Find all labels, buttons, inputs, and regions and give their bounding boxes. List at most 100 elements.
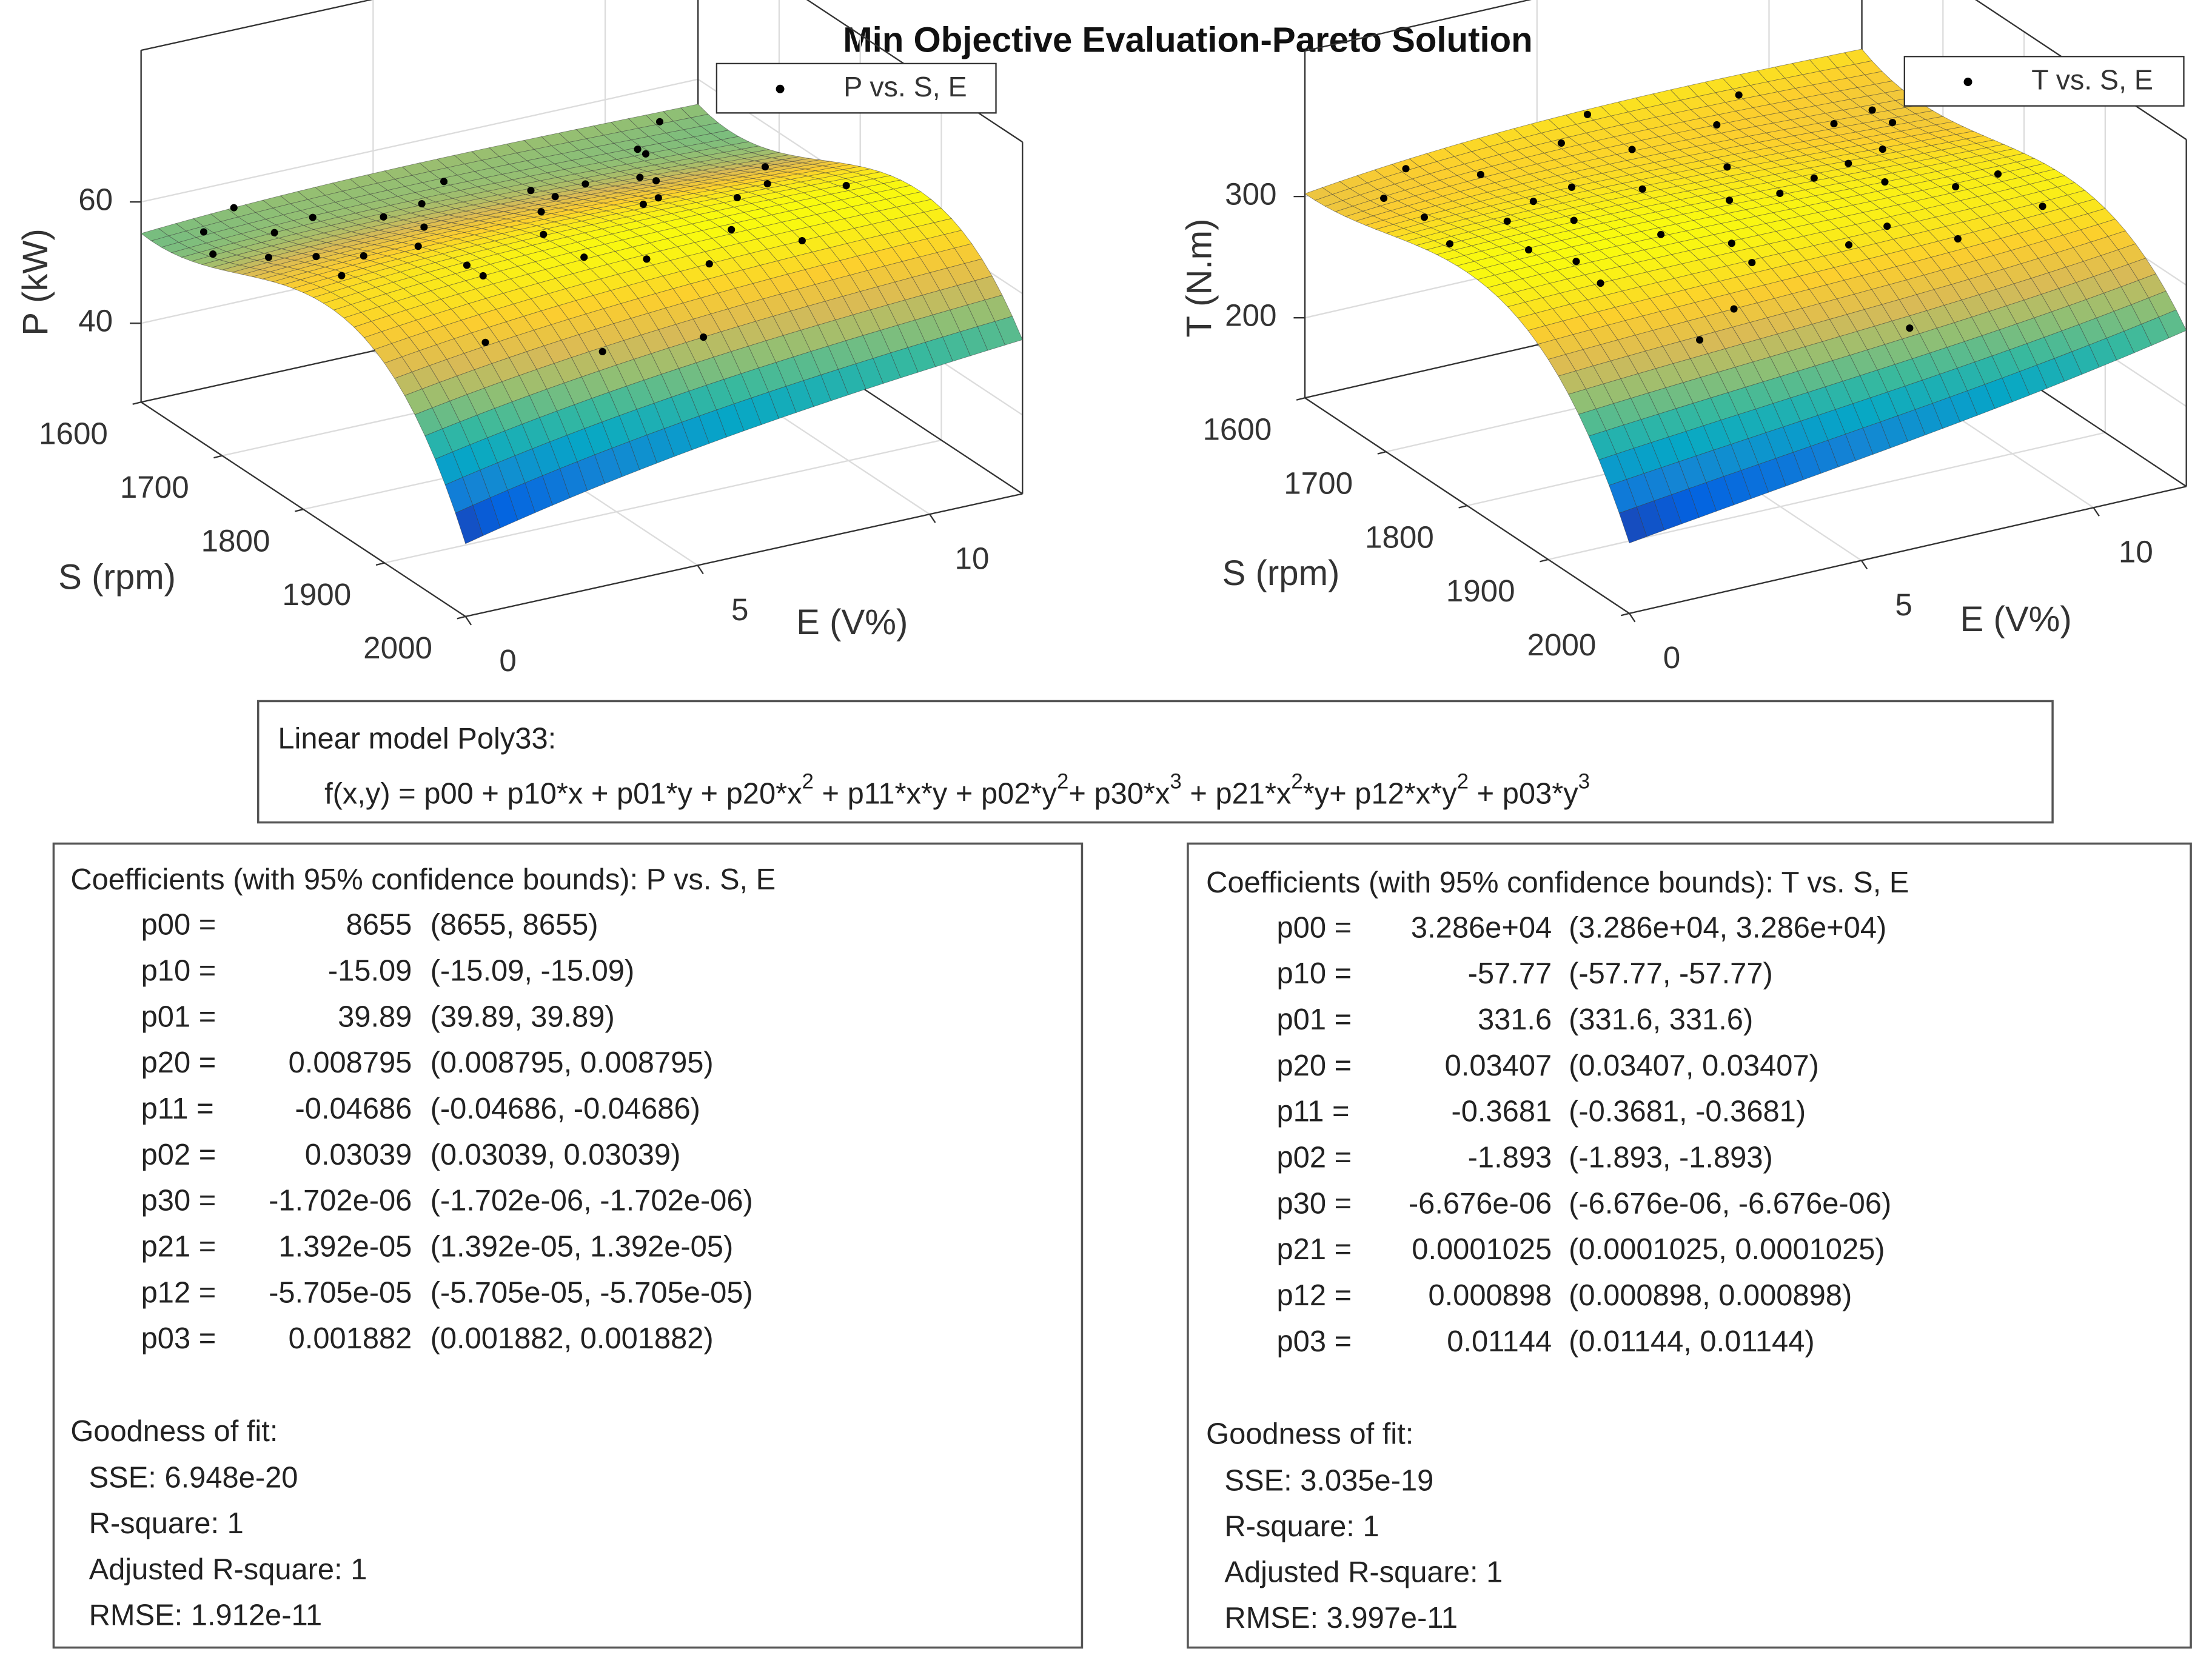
coefficient-bounds: (0.01144, 0.01144) <box>1569 1325 1815 1358</box>
coefficient-value: 0.000898 <box>1428 1279 1552 1312</box>
data-point <box>1889 119 1897 127</box>
formula-exponent: 2 <box>1291 770 1302 794</box>
data-point <box>360 252 367 260</box>
coefficient-value: 0.01144 <box>1447 1325 1552 1358</box>
data-point <box>1380 194 1388 202</box>
data-point <box>230 204 238 212</box>
y-axis-label: E (V%) <box>796 603 908 642</box>
formula-exponent: 3 <box>1170 770 1181 794</box>
coefficient-name: p03 = <box>141 1322 216 1355</box>
coefficient-bounds: (-6.676e-06, -6.676e-06) <box>1569 1187 1891 1220</box>
model-box <box>257 700 2054 824</box>
goodness-title: Goodness of fit: <box>70 1415 278 1448</box>
y-tick-mark <box>464 616 472 626</box>
fit-header: Coefficients (with 95% confidence bounds… <box>1206 866 1909 899</box>
y-tick-label: 0 <box>499 643 516 678</box>
coefficient-name: p30 = <box>141 1185 216 1217</box>
goodness-title: Goodness of fit: <box>1206 1417 1413 1450</box>
axis-box-edge <box>465 493 1023 618</box>
data-point <box>1476 170 1484 179</box>
coefficient-value: 39.89 <box>338 1000 412 1033</box>
coefficient-value: -5.705e-05 <box>269 1276 412 1309</box>
data-point <box>1402 165 1410 173</box>
x-tick-mark <box>132 401 141 405</box>
data-point <box>705 260 713 268</box>
data-point <box>798 236 806 245</box>
data-point <box>1776 189 1784 198</box>
coefficient-name: p30 = <box>1277 1187 1352 1220</box>
goodness-line: RMSE: 3.997e-11 <box>1224 1602 1458 1634</box>
data-point <box>636 173 644 181</box>
coefficient-value: -1.702e-06 <box>269 1185 412 1217</box>
x-tick-mark <box>1620 612 1630 617</box>
data-point <box>1529 198 1537 206</box>
data-point <box>761 163 769 171</box>
coefficient-name: p03 = <box>1277 1325 1352 1358</box>
data-point <box>2039 202 2046 210</box>
formula-text: + p21*x <box>1182 777 1292 810</box>
formula-exponent: 2 <box>1457 770 1469 794</box>
coefficient-name: p12 = <box>1277 1279 1352 1312</box>
coefficient-name: p11 = <box>1277 1096 1350 1128</box>
data-point <box>440 178 448 186</box>
data-point <box>209 250 217 258</box>
data-point <box>1845 159 1852 167</box>
data-point <box>728 226 736 233</box>
data-point <box>1713 121 1721 129</box>
coefficient-value: 1.392e-05 <box>278 1231 412 1263</box>
fit-box <box>52 842 1084 1649</box>
x-tick-label: 2000 <box>1527 627 1597 662</box>
x-tick-label: 1700 <box>1284 466 1353 500</box>
goodness-line: Adjusted R-square: 1 <box>89 1553 367 1586</box>
coefficient-value: -1.893 <box>1468 1141 1552 1174</box>
x-tick-label: 1700 <box>120 470 189 504</box>
data-point <box>1748 259 1756 267</box>
x-tick-mark <box>457 615 466 620</box>
goodness-line: SSE: 6.948e-20 <box>89 1462 298 1494</box>
data-point <box>643 255 651 263</box>
coefficient-name: p21 = <box>141 1231 216 1263</box>
data-point <box>1735 91 1743 99</box>
y-tick-label: 10 <box>2119 535 2153 569</box>
data-point <box>580 253 588 261</box>
coefficient-bounds: (1.392e-05, 1.392e-05) <box>431 1231 734 1263</box>
coefficient-name: p10 = <box>141 954 216 987</box>
coefficient-bounds: (0.008795, 0.008795) <box>431 1046 714 1079</box>
coefficient-name: p02 = <box>1277 1141 1352 1174</box>
data-point <box>1723 163 1731 171</box>
data-point <box>414 243 422 250</box>
coefficient-name: p00 = <box>1277 911 1352 944</box>
coefficient-value: 0.03407 <box>1445 1049 1552 1082</box>
coefficient-name: p11 = <box>141 1092 214 1125</box>
data-point <box>639 200 647 209</box>
y-tick-mark <box>697 564 704 575</box>
coefficient-value: 0.0001025 <box>1412 1233 1552 1266</box>
x-tick-mark <box>1540 558 1549 563</box>
coefficient-value: 3.286e+04 <box>1411 911 1552 944</box>
formula-text: f(x,y) = p00 + p10*x + p01*y + p20*x <box>324 777 802 810</box>
coefficient-bounds: (-1.702e-06, -1.702e-06) <box>431 1185 753 1217</box>
x-tick-label: 1900 <box>1446 574 1515 608</box>
x-tick-label: 1800 <box>1365 520 1434 554</box>
data-point <box>598 347 606 356</box>
formula-text: + p03*y <box>1469 777 1578 810</box>
coefficient-bounds: (0.03039, 0.03039) <box>431 1139 681 1171</box>
coefficient-name: p01 = <box>1277 1003 1352 1036</box>
y-axis-label: E (V%) <box>1960 600 2072 639</box>
y-tick-mark <box>1629 613 1636 623</box>
data-point <box>1446 240 1454 248</box>
coefficient-bounds: (0.001882, 0.001882) <box>431 1322 714 1355</box>
data-point <box>420 223 428 231</box>
data-point <box>1726 196 1734 204</box>
coefficient-bounds: (0.03407, 0.03407) <box>1569 1049 1819 1082</box>
coefficient-bounds: (8655, 8655) <box>431 909 598 942</box>
data-point <box>338 272 346 279</box>
coefficient-name: p00 = <box>141 909 216 942</box>
data-point <box>700 333 708 341</box>
coefficient-bounds: (-15.09, -15.09) <box>431 954 635 987</box>
x-tick-label: 2000 <box>363 631 432 665</box>
data-point <box>634 146 642 153</box>
y-tick-label: 5 <box>731 592 748 627</box>
coefficient-value: -57.77 <box>1468 957 1552 990</box>
formula-exponent: 2 <box>802 770 814 794</box>
